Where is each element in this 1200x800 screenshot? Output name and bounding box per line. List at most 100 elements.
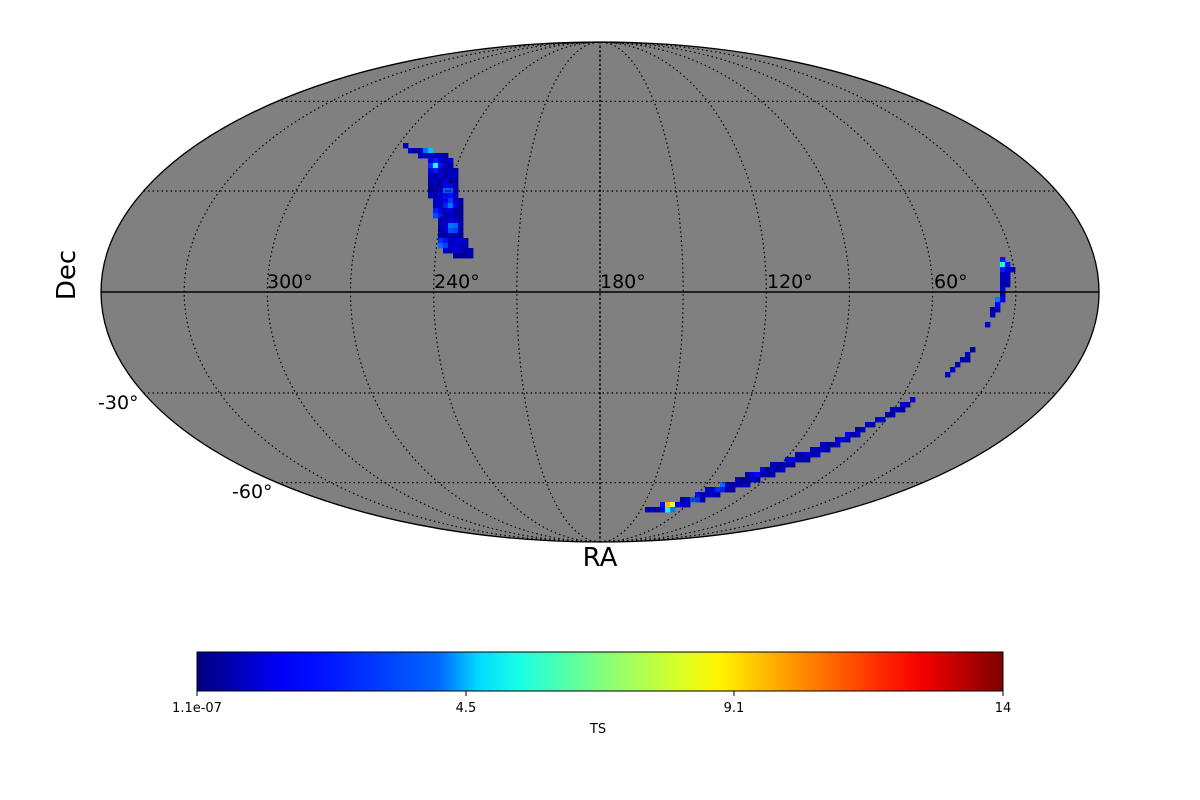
ts-pixel [453,253,459,259]
ts-pixel [995,307,1001,313]
ts-pixel [438,178,444,184]
ts-pixel [730,487,736,493]
ts-pixel [433,183,439,189]
ts-pixel [438,168,444,174]
ts-pixel [443,223,449,229]
ts-pixel [710,487,716,493]
ts-pixel [825,442,831,448]
ts-pixel [750,472,756,478]
ts-pixel [448,178,454,184]
ts-pixel [458,228,464,234]
ts-pixel [1010,267,1016,273]
ts-pixel [995,297,1001,303]
ts-pixel [1000,292,1006,298]
ts-pixel [790,457,796,463]
ts-pixel [745,482,751,488]
ts-pixel [438,223,444,229]
ts-pixel [458,253,464,259]
ts-pixel [438,213,444,219]
ts-pixel [1000,282,1006,288]
ts-pixel [453,213,459,219]
ts-pixel [775,462,781,468]
ts-pixel [705,492,711,498]
ts-pixel [680,497,686,503]
ts-pixel [433,188,439,194]
ts-pixel [448,233,454,239]
ts-pixel [433,178,439,184]
ts-pixel [438,183,444,189]
ts-pixel [458,238,464,244]
ts-pixel [428,183,434,189]
colorbar-tick-label: 1.1e-07 [172,701,222,716]
ts-regions [403,143,1016,513]
ts-pixel [740,482,746,488]
ts-pixel [770,467,776,473]
ts-pixel [1000,257,1006,263]
ts-pixel [780,462,786,468]
ts-pixel [428,148,434,154]
ts-pixel [418,153,424,159]
ts-pixel [448,243,454,249]
ts-pixel [433,213,439,219]
ts-pixel [458,198,464,204]
ts-pixel [433,203,439,209]
ts-pixel [428,178,434,184]
ts-pixel [855,427,861,433]
ts-pixel [443,203,449,209]
ts-pixel [448,183,454,189]
ts-pixel [1000,267,1006,273]
ts-pixel [835,442,841,448]
ts-pixel [955,362,961,368]
colorbar-tick-label: 9.1 [724,701,745,716]
ts-pixel [845,437,851,443]
ts-pixel [453,248,459,254]
ts-pixel [735,482,741,488]
colorbar-ticks [196,691,1004,696]
ts-region-southern [645,257,1016,513]
ts-pixel [685,497,691,503]
ts-pixel [900,402,906,408]
ts-pixel [463,243,469,249]
ts-pixel [875,417,881,423]
ts-pixel [448,168,454,174]
ts-pixel [438,153,444,159]
ts-pixel [448,163,454,169]
ts-pixel [448,208,454,214]
ts-pixel [700,492,706,498]
ts-pixel [800,457,806,463]
ts-pixel [1000,262,1006,268]
ts-pixel [458,208,464,214]
ts-pixel [453,168,459,174]
ts-pixel [448,203,454,209]
ts-pixel [990,312,996,318]
ts-pixel [443,228,449,234]
ts-pixel [855,432,861,438]
ts-pixel [665,507,671,513]
ts-pixel [790,462,796,468]
ts-pixel [443,248,449,254]
ts-pixel [448,248,454,254]
ts-pixel [428,163,434,169]
ts-pixel [458,233,464,239]
ts-pixel [695,492,701,498]
ts-pixel [428,153,434,159]
ts-pixel [715,487,721,493]
ts-pixel [815,447,821,453]
ts-pixel [463,238,469,244]
ts-pixel [960,357,966,363]
ts-pixel [448,218,454,224]
ts-pixel [443,198,449,204]
ts-pixel [645,507,651,513]
ts-pixel [795,452,801,458]
ts-pixel [770,462,776,468]
ts-pixel [810,452,816,458]
ts-pixel [845,432,851,438]
ts-pixel [468,248,474,254]
ts-pixel [428,193,434,199]
ts-pixel [443,233,449,239]
ts-pixel [720,482,726,488]
ts-pixel [780,467,786,473]
ra-tick-label: 120° [767,271,813,293]
ts-pixel [443,158,449,164]
ts-pixel [745,472,751,478]
